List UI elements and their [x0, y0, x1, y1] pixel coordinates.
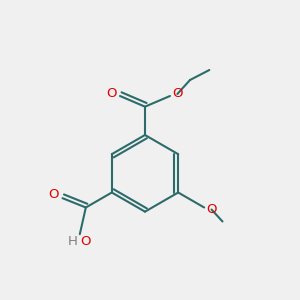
- Text: O: O: [172, 88, 183, 100]
- Text: H: H: [68, 235, 78, 248]
- Text: O: O: [81, 235, 91, 248]
- Text: O: O: [206, 203, 217, 216]
- Text: O: O: [49, 188, 59, 201]
- Text: O: O: [106, 87, 117, 100]
